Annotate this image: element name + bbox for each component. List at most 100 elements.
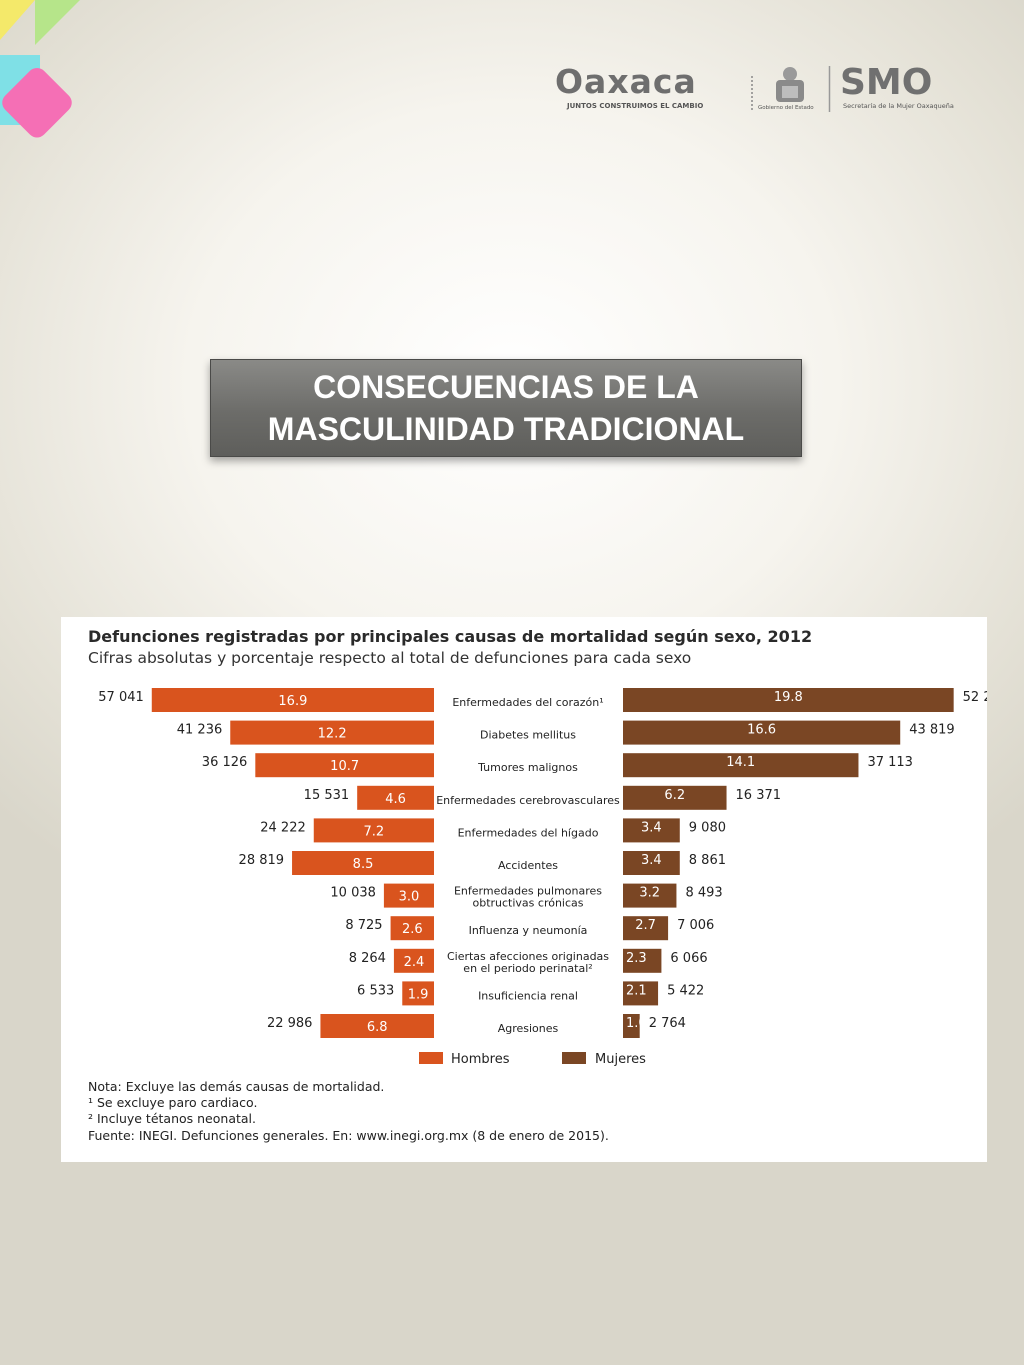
bar-label-mujeres: 3.2	[639, 886, 660, 901]
category-label: Accidentes	[498, 859, 558, 872]
value-label-hombres: 8 725	[345, 918, 382, 933]
bar-label-hombres: 7.2	[364, 824, 385, 839]
value-label-hombres: 22 986	[267, 1016, 313, 1031]
bar-mujeres	[623, 948, 662, 973]
bar-hombres	[357, 785, 434, 810]
bar-mujeres	[623, 688, 954, 712]
value-label-mujeres: 8 861	[689, 853, 726, 868]
value-label-hombres: 10 038	[330, 886, 376, 901]
value-label-mujeres: 2 764	[649, 1016, 686, 1031]
legend-label-hombres: Hombres	[451, 1052, 510, 1067]
bar-label-hombres: 8.5	[353, 857, 374, 872]
bar-label-hombres: 4.6	[385, 792, 406, 807]
chart-note: Nota: Excluye las demás causas de mortal…	[88, 1079, 385, 1094]
bar-hombres	[255, 753, 434, 778]
value-label-hombres: 6 533	[357, 983, 394, 998]
value-label-mujeres: 9 080	[689, 820, 726, 835]
bar-label-hombres: 2.6	[402, 922, 423, 937]
bar-label-mujeres: 2.1	[626, 983, 647, 998]
category-label: Enfermedades del corazón¹	[452, 696, 603, 709]
oaxaca-logo: Oaxaca	[555, 62, 697, 101]
value-label-mujeres: 52 256	[963, 690, 987, 705]
oaxaca-logo-tagline: JUNTOS CONSTRUIMOS EL CAMBIO	[567, 102, 704, 110]
bar-mujeres	[623, 916, 669, 941]
chart-source: Fuente: INEGI. Defunciones generales. En…	[88, 1128, 609, 1143]
mortality-chart: Defunciones registradas por principales …	[61, 617, 987, 1162]
value-label-hombres: 28 819	[239, 853, 285, 868]
gobierno-seal-icon	[776, 67, 804, 102]
category-label: Diabetes mellitus	[480, 729, 576, 742]
category-label: Ciertas afecciones originadas en el perio…	[447, 950, 609, 975]
bar-hombres	[320, 1014, 434, 1038]
bar-label-mujeres: 14.1	[726, 755, 755, 770]
header-logos: Oaxaca JUNTOS CONSTRUIMOS EL CAMBIO Gobi…	[550, 58, 975, 118]
bar-hombres	[393, 948, 434, 973]
value-label-mujeres: 5 422	[667, 983, 704, 998]
category-label: Influenza y neumonía	[469, 924, 588, 937]
bar-label-mujeres: 3.4	[641, 853, 662, 868]
chart-footnote-1: ¹ Se excluye paro cardiaco.	[88, 1095, 258, 1110]
bar-hombres	[151, 688, 434, 712]
value-label-mujeres: 6 066	[670, 951, 707, 966]
bar-hombres	[292, 851, 434, 875]
category-label: Enfermedades cerebrovasculares	[436, 794, 620, 807]
legend-swatch-mujeres	[562, 1052, 586, 1064]
bar-label-mujeres: 19.8	[774, 690, 803, 705]
bar-hombres	[230, 720, 434, 745]
chart-title: Defunciones registradas por principales …	[88, 627, 813, 646]
bar-label-hombres: 12.2	[318, 727, 347, 742]
bar-label-hombres: 2.4	[404, 955, 425, 970]
value-label-hombres: 8 264	[349, 951, 386, 966]
chart-footnote-2: ² Incluye tétanos neonatal.	[88, 1111, 256, 1126]
bar-label-mujeres: 2.3	[626, 951, 647, 966]
slide-title-box: CONSECUENCIAS DE LA MASCULINIDAD TRADICI…	[210, 359, 802, 457]
corner-decoration	[0, 0, 80, 138]
legend-label-mujeres: Mujeres	[595, 1052, 646, 1067]
bar-hombres	[383, 883, 434, 908]
bar-label-mujeres: 6.2	[664, 788, 685, 803]
legend-swatch-hombres	[419, 1052, 443, 1064]
value-label-mujeres: 7 006	[677, 918, 714, 933]
smo-divider	[828, 66, 831, 112]
value-label-hombres: 36 126	[202, 755, 248, 770]
bar-mujeres	[623, 753, 859, 778]
value-label-mujeres: 16 371	[736, 788, 782, 803]
value-label-mujeres: 43 819	[909, 723, 955, 738]
bar-mujeres	[623, 1014, 640, 1038]
deco-pink-shape	[2, 67, 72, 138]
bar-label-hombres: 1.9	[408, 987, 429, 1002]
category-label: Enfermedades del hígado	[458, 826, 599, 839]
bar-label-hombres: 6.8	[367, 1020, 388, 1035]
bar-mujeres	[623, 818, 680, 843]
bar-label-hombres: 16.9	[278, 694, 307, 709]
gobierno-label: Gobierno del Estado	[758, 105, 814, 111]
value-label-mujeres: 37 113	[867, 755, 913, 770]
bar-label-hombres: 10.7	[330, 759, 359, 774]
deco-yellow-shape	[0, 0, 35, 40]
logo-divider-dots	[751, 76, 753, 112]
value-label-mujeres: 8 493	[685, 886, 722, 901]
bar-label-mujeres: 16.6	[747, 723, 776, 738]
category-label: Enfermedades pulmonares obtructivas cróni…	[454, 885, 602, 910]
bar-hombres	[390, 916, 434, 941]
deco-green-shape	[35, 0, 80, 45]
chart-subtitle: Cifras absolutas y porcentaje respecto a…	[88, 649, 692, 667]
bar-label-mujeres: 2.7	[635, 918, 656, 933]
bar-mujeres	[623, 785, 727, 810]
oaxaca-logo-text: Oaxaca	[555, 62, 697, 101]
bar-hombres	[402, 981, 434, 1006]
slide-title: CONSECUENCIAS DE LA MASCULINIDAD TRADICI…	[267, 369, 745, 447]
value-label-hombres: 24 222	[260, 820, 306, 835]
bar-mujeres	[623, 883, 677, 908]
bar-label-hombres: 3.0	[399, 890, 420, 905]
smo-logo-text: SMO	[840, 62, 933, 103]
bar-mujeres	[623, 981, 659, 1006]
value-label-hombres: 15 531	[304, 788, 350, 803]
chart-plot: 16.9 57 041 19.8 52 256 Enfermedades del cor…	[98, 688, 987, 1067]
value-label-hombres: 57 041	[98, 690, 144, 705]
category-label: Insuficiencia renal	[478, 989, 578, 1002]
bar-hombres	[313, 818, 434, 843]
value-label-hombres: 41 236	[177, 723, 223, 738]
bar-mujeres	[623, 851, 680, 875]
bar-mujeres	[623, 720, 901, 745]
